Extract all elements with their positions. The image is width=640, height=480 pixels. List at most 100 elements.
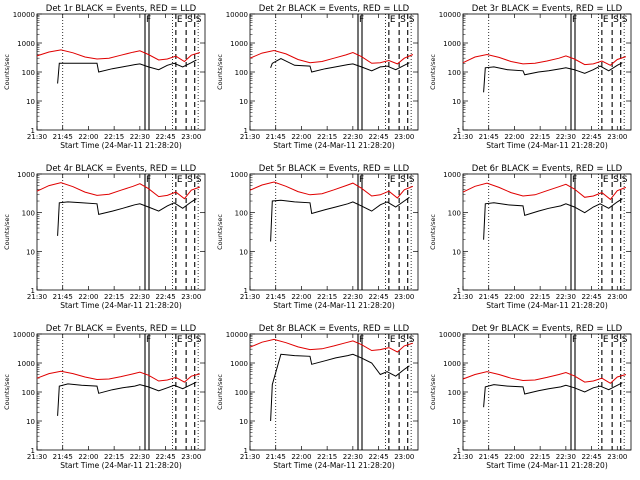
event-marker-label: S xyxy=(613,15,619,25)
event-marker-label: S xyxy=(622,175,628,185)
event-marker-label: S xyxy=(196,15,202,25)
event-marker-label: S xyxy=(187,335,193,345)
x-axis-label: Start Time (24-Mar-11 21:28:20) xyxy=(273,141,395,150)
x-tick-label: 21:30 xyxy=(453,133,473,141)
y-axis-label: Counts/sec xyxy=(3,54,11,90)
event-marker-label: S xyxy=(196,175,202,185)
x-tick-label: 22:15 xyxy=(530,453,550,461)
y-tick-label: 1 xyxy=(31,287,35,295)
x-axis-label: Start Time (24-Mar-11 21:28:20) xyxy=(60,141,182,150)
x-tick-label: 22:30 xyxy=(556,453,576,461)
plot-frame xyxy=(462,173,632,291)
x-tick-label: 22:15 xyxy=(104,453,124,461)
x-tick-label: 21:45 xyxy=(266,133,286,141)
x-axis-label: Start Time (24-Mar-11 21:28:20) xyxy=(486,301,608,310)
chart-panel-4: Det 4r BLACK = Events, RED = LLD 1 10 100 10… xyxy=(3,164,206,310)
x-tick-label: 22:45 xyxy=(368,293,388,301)
x-tick-label: 21:45 xyxy=(479,133,499,141)
y-tick-label: 100 xyxy=(22,389,35,397)
plot-frame xyxy=(36,173,206,291)
y-tick-label: 1 xyxy=(457,127,461,135)
y-tick-label: 10 xyxy=(239,98,248,106)
y-tick-label: 1000 xyxy=(443,171,461,179)
event-marker-label: F xyxy=(572,15,577,25)
x-tick-label: 22:00 xyxy=(78,133,98,141)
y-axis-label: Counts/sec xyxy=(429,54,437,90)
x-tick-label: 22:45 xyxy=(581,453,601,461)
y-tick-label: 10000 xyxy=(226,331,248,339)
x-axis-label: Start Time (24-Mar-11 21:28:20) xyxy=(60,301,182,310)
y-tick-label: 1000 xyxy=(230,40,248,48)
y-tick-label: 10000 xyxy=(226,11,248,19)
series-line-events xyxy=(57,198,197,236)
event-marker-label: S xyxy=(400,175,406,185)
x-tick-label: 22:00 xyxy=(291,453,311,461)
x-tick-label: 22:30 xyxy=(343,133,363,141)
event-marker-label: S xyxy=(196,335,202,345)
series-line-lld xyxy=(462,53,627,66)
event-marker-label: S xyxy=(409,15,415,25)
x-tick-label: 22:45 xyxy=(368,133,388,141)
x-tick-label: 21:30 xyxy=(27,133,47,141)
event-marker-label: F xyxy=(359,335,364,345)
chart-panel-1: Det 1r BLACK = Events, RED = LLD 1 10 100 10… xyxy=(3,4,206,150)
chart-title: Det 6r BLACK = Events, RED = LLD xyxy=(472,164,623,174)
event-marker-label: S xyxy=(400,15,406,25)
x-tick-label: 22:45 xyxy=(368,453,388,461)
event-marker-label: F xyxy=(359,15,364,25)
x-tick-label: 22:00 xyxy=(78,293,98,301)
y-tick-label: 1000 xyxy=(230,360,248,368)
x-tick-label: 21:30 xyxy=(453,293,473,301)
series-line-events xyxy=(270,353,410,422)
x-tick-label: 22:15 xyxy=(104,133,124,141)
x-tick-label: 21:45 xyxy=(266,293,286,301)
y-tick-label: 1000 xyxy=(443,360,461,368)
y-tick-label: 100 xyxy=(22,69,35,77)
event-marker-label: S xyxy=(613,175,619,185)
event-marker-label: E xyxy=(603,15,609,25)
x-tick-label: 21:30 xyxy=(240,293,260,301)
y-tick-label: 100 xyxy=(235,210,248,218)
x-tick-label: 22:15 xyxy=(530,133,550,141)
event-marker-label: S xyxy=(187,15,193,25)
y-tick-label: 100 xyxy=(448,210,461,218)
y-axis-label: Counts/sec xyxy=(216,374,224,410)
x-tick-label: 23:00 xyxy=(394,293,414,301)
x-axis-label: Start Time (24-Mar-11 21:28:20) xyxy=(486,461,608,470)
x-tick-label: 22:30 xyxy=(130,133,150,141)
series-line-events xyxy=(483,198,623,240)
event-marker-label: F xyxy=(572,335,577,345)
chart-title: Det 9r BLACK = Events, RED = LLD xyxy=(472,324,623,334)
chart-title: Det 8r BLACK = Events, RED = LLD xyxy=(259,324,410,334)
x-axis-label: Start Time (24-Mar-11 21:28:20) xyxy=(486,141,608,150)
y-tick-label: 1 xyxy=(244,127,248,135)
x-tick-label: 23:00 xyxy=(181,293,201,301)
plot-frame xyxy=(36,333,206,451)
x-tick-label: 22:15 xyxy=(317,133,337,141)
x-tick-label: 22:30 xyxy=(556,293,576,301)
y-tick-label: 100 xyxy=(235,69,248,77)
y-tick-label: 10000 xyxy=(439,11,461,19)
y-tick-label: 10000 xyxy=(13,11,35,19)
y-axis-label: Counts/sec xyxy=(3,214,11,250)
x-tick-label: 22:45 xyxy=(155,133,175,141)
series-line-events xyxy=(483,382,623,408)
series-line-lld xyxy=(36,370,201,383)
series-line-lld xyxy=(36,182,201,200)
chart-panel-2: Det 2r BLACK = Events, RED = LLD 1 10 100 10… xyxy=(216,4,419,150)
plot-frame xyxy=(249,333,419,451)
chart-panel-9: Det 9r BLACK = Events, RED = LLD 1 10 100 10… xyxy=(429,324,632,470)
x-tick-label: 22:30 xyxy=(130,453,150,461)
event-marker-label: S xyxy=(409,175,415,185)
y-tick-label: 1000 xyxy=(17,360,35,368)
y-tick-label: 100 xyxy=(448,69,461,77)
y-tick-label: 1000 xyxy=(230,171,248,179)
y-tick-label: 1 xyxy=(457,447,461,455)
y-tick-label: 10 xyxy=(239,418,248,426)
x-tick-label: 22:00 xyxy=(78,453,98,461)
chart-title: Det 3r BLACK = Events, RED = LLD xyxy=(472,4,623,14)
y-tick-label: 10 xyxy=(26,248,35,256)
x-tick-label: 22:30 xyxy=(556,133,576,141)
x-tick-label: 22:30 xyxy=(343,453,363,461)
y-tick-label: 10 xyxy=(26,418,35,426)
